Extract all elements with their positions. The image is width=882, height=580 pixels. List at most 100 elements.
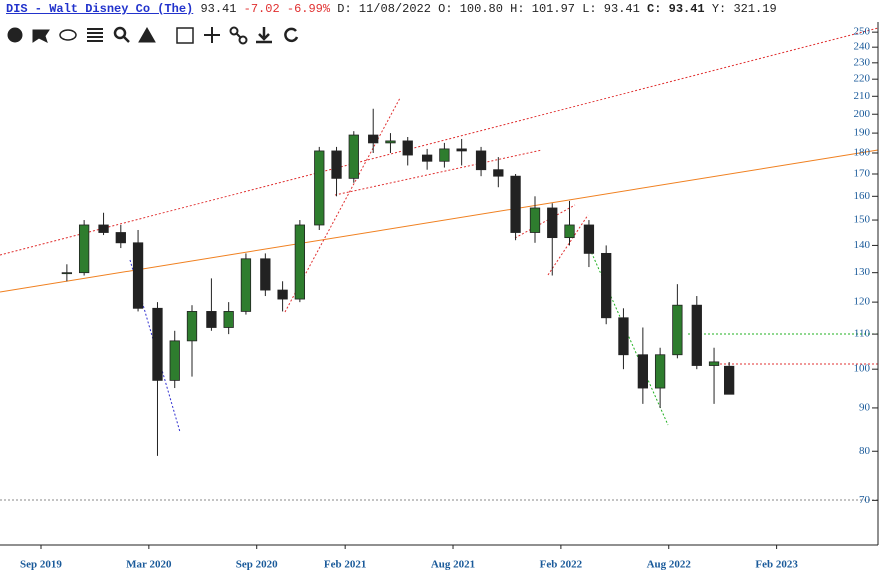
candle-body [529, 207, 541, 233]
candle-body [78, 224, 90, 274]
field-label: D: [337, 2, 352, 16]
x-tick-label: Sep 2020 [236, 559, 278, 571]
x-tick-label: Mar 2020 [126, 559, 172, 571]
candle-body [421, 154, 433, 162]
icon-palette[interactable] [7, 27, 23, 43]
candle-body [654, 354, 666, 389]
y-tick-label: 90 [859, 401, 871, 413]
candle-body [240, 258, 252, 312]
candle-body [186, 311, 198, 342]
candle-body [724, 365, 735, 395]
candle-body [206, 311, 217, 328]
candle-body [98, 224, 109, 233]
candle-body [493, 169, 504, 177]
icon-refresh[interactable] [284, 27, 299, 43]
last: 93.41 [200, 2, 237, 16]
y-tick-label: 120 [854, 296, 871, 308]
candle-body [152, 307, 163, 381]
y-tick-label: 150 [854, 214, 871, 226]
candle-body [456, 148, 467, 152]
field-value: 11/08/2022 [358, 2, 431, 16]
y-tick-label: 210 [854, 90, 871, 102]
candle-body [691, 304, 702, 366]
x-tick-label: Feb 2021 [324, 559, 366, 571]
icon-twitter[interactable] [32, 29, 50, 43]
y-tick-label: 230 [854, 56, 871, 68]
icon-move[interactable] [204, 27, 220, 43]
candle-body [277, 289, 288, 300]
candle-body [348, 134, 359, 179]
field-label: Y: [711, 2, 727, 16]
change-pct: -6.99% [286, 2, 331, 16]
trend-line [0, 149, 879, 293]
candle-body [385, 140, 396, 144]
field-label: L: [582, 2, 597, 16]
candle-body [708, 361, 720, 366]
y-tick-label: 220 [854, 73, 871, 85]
icon-search[interactable] [113, 26, 130, 43]
icon-comment[interactable] [59, 29, 77, 41]
x-tick-label: Sep 2019 [20, 559, 62, 571]
icon-list[interactable] [87, 28, 103, 42]
candle-body [637, 354, 649, 389]
candle-body [169, 340, 180, 381]
trend-line [334, 149, 543, 196]
field-label: O: [438, 2, 453, 16]
candle-body [510, 175, 521, 233]
y-tick-label: 160 [854, 190, 871, 202]
candle-body [547, 207, 558, 239]
field-value: 101.97 [531, 2, 575, 16]
symbol[interactable]: DIS - Walt Disney Co (The) [6, 2, 194, 16]
field-label: C: [647, 2, 662, 16]
x-tick-label: Feb 2022 [540, 559, 583, 571]
quote-header: DIS - Walt Disney Co (The) 93.41 -7.02 -… [6, 2, 777, 16]
candle-body [260, 258, 271, 291]
y-tick-label: 140 [854, 239, 871, 251]
candle-body [672, 304, 683, 356]
icon-link[interactable] [229, 26, 248, 45]
trend-line [514, 204, 576, 239]
candle-body [618, 317, 629, 356]
x-tick-label: Aug 2022 [647, 559, 692, 571]
candle-body [402, 140, 413, 156]
candle-body [368, 134, 379, 144]
trend-lines [0, 27, 879, 501]
y-tick-label: 110 [854, 328, 871, 340]
field-value: 93.41 [603, 2, 640, 16]
y-tick-label: 130 [854, 266, 871, 278]
y-tick-label: 250 [854, 26, 871, 38]
y-tick-label: 200 [854, 108, 871, 120]
candle-body [475, 150, 487, 171]
candle-body [294, 224, 306, 300]
icon-download[interactable] [256, 27, 272, 44]
y-tick-label: 180 [854, 147, 871, 159]
icon-triangle[interactable] [138, 26, 156, 43]
candle-body [223, 311, 234, 328]
y-tick-label: 240 [854, 41, 871, 53]
candle-body [564, 224, 575, 239]
candle-body [601, 252, 612, 319]
field-value: 93.41 [668, 2, 705, 16]
field-value: 321.19 [733, 2, 777, 16]
y-tick-label: 80 [859, 445, 871, 457]
x-tick-label: Feb 2023 [755, 559, 798, 571]
candle-body [132, 242, 144, 309]
toolbar[interactable] [7, 26, 299, 45]
candle-body [61, 272, 73, 275]
candle-body [583, 224, 595, 254]
y-tick-label: 100 [854, 363, 871, 375]
y-tick-label: 70 [859, 494, 871, 506]
icon-calendar[interactable] [176, 27, 194, 44]
candle-body [115, 232, 126, 244]
field-value: 100.80 [459, 2, 503, 16]
trend-line [547, 214, 589, 276]
candle-body [331, 150, 342, 179]
x-tick-label: Aug 2021 [431, 559, 475, 571]
trend-line [0, 27, 879, 256]
change: -7.02 [243, 2, 280, 16]
field-label: H: [510, 2, 525, 16]
candle-body [314, 150, 325, 226]
candle-body [439, 148, 450, 162]
